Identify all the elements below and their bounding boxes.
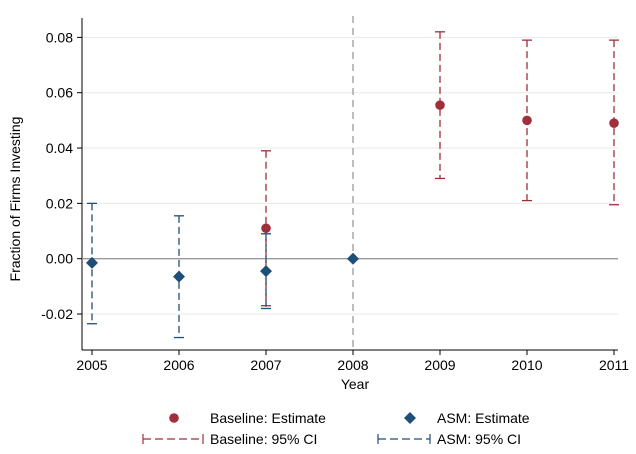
baseline-estimate-point — [261, 223, 271, 234]
legend-baseline-ci-marker — [142, 434, 204, 444]
legend-asm-ci-label: ASM: 95% CI — [437, 431, 521, 447]
asm-estimate-point — [86, 256, 98, 269]
y-tick-label: 0.02 — [46, 195, 73, 211]
baseline-estimate-point — [609, 118, 619, 128]
legend-asm-ci-marker — [377, 434, 431, 444]
legend-baseline-ci-label: Baseline: 95% CI — [210, 431, 317, 447]
y-tick-label: 0.04 — [46, 140, 73, 156]
x-tick-label: 2007 — [250, 357, 281, 373]
legend-baseline-estimate-marker — [169, 413, 179, 423]
baseline-estimate-point — [435, 100, 445, 110]
x-tick-label: 2005 — [76, 357, 107, 373]
x-tick-label: 2009 — [424, 357, 455, 373]
x-tick-label: 2006 — [163, 357, 194, 373]
y-tick-label: -0.02 — [41, 306, 73, 322]
x-tick-label: 2010 — [511, 357, 542, 373]
legend: Baseline: Estimate ASM: Estimate Baselin… — [142, 410, 530, 447]
baseline-estimate-point — [522, 115, 532, 126]
ticks-layer: -0.02 0.00 0.02 0.04 0.06 0.08 2005 2006 2007 200… — [41, 29, 629, 373]
x-axis-title: Year — [341, 376, 370, 392]
legend-asm-estimate-marker — [404, 412, 416, 424]
legend-asm-estimate-label: ASM: Estimate — [437, 410, 530, 426]
y-tick-label: 0.08 — [46, 29, 73, 45]
grid-layer — [82, 36, 618, 315]
x-tick-label: 2011 — [599, 357, 629, 373]
asm-estimate-point — [173, 270, 185, 283]
asm-estimate-point — [260, 265, 272, 278]
x-tick-label: 2008 — [337, 357, 368, 373]
estimate-points — [86, 100, 619, 283]
asm-estimate-point — [347, 252, 359, 265]
y-tick-label: 0.06 — [46, 85, 73, 101]
y-tick-label: 0.00 — [46, 251, 73, 267]
y-axis-title: Fraction of Firms Investing — [7, 117, 23, 282]
legend-baseline-estimate-label: Baseline: Estimate — [210, 410, 326, 426]
